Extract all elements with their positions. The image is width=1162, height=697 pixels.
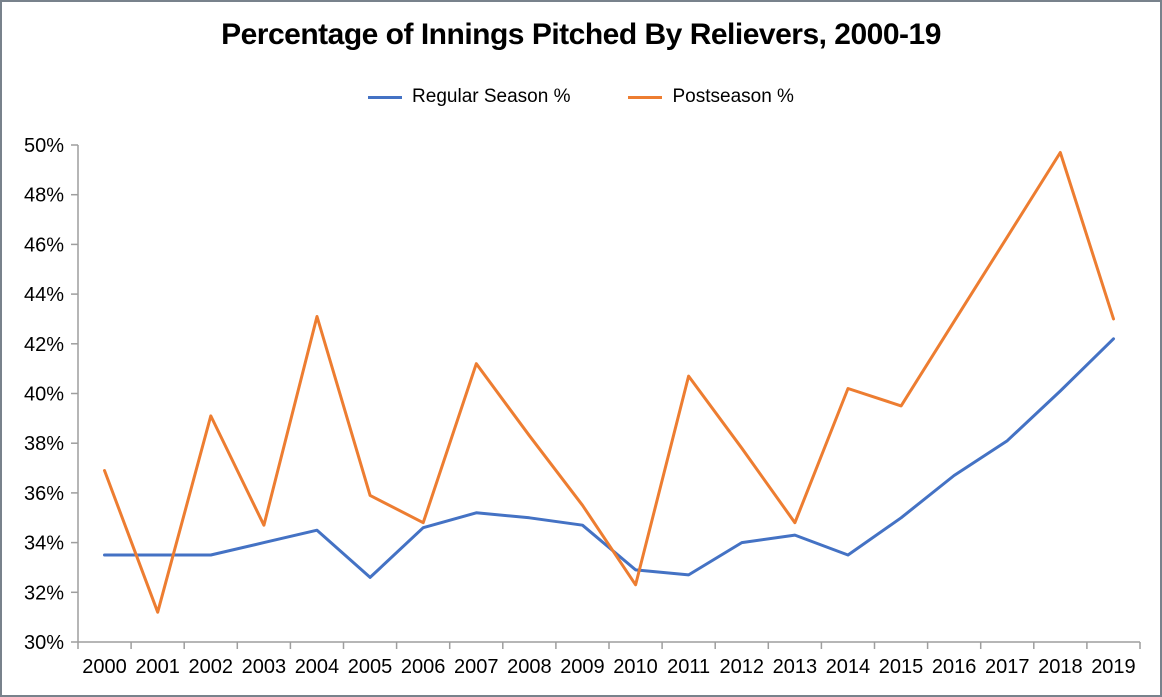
- y-axis-tick-label: 40%: [24, 384, 64, 406]
- legend-item-postseason: Postseason %: [628, 86, 794, 108]
- y-axis-tick-label: 42%: [24, 334, 64, 356]
- x-axis-tick-label: 2019: [1091, 656, 1136, 678]
- x-axis-tick-label: 2003: [242, 656, 287, 678]
- x-axis-tick-label: 2016: [932, 656, 977, 678]
- x-axis-tick-label: 2006: [401, 656, 446, 678]
- chart-title: Percentage of Innings Pitched By Relieve…: [221, 18, 941, 51]
- x-axis-tick-label: 2012: [720, 656, 765, 678]
- y-axis-tick-label: 38%: [24, 433, 64, 455]
- x-axis-tick-label: 2005: [348, 656, 393, 678]
- x-axis-tick-label: 2014: [826, 656, 871, 678]
- legend-label-regular-season: Regular Season %: [412, 86, 571, 107]
- legend-label-postseason: Postseason %: [672, 86, 794, 107]
- y-axis-tick-label: 36%: [24, 483, 64, 505]
- x-axis-tick-label: 2004: [295, 656, 340, 678]
- y-axis-tick-label: 32%: [24, 582, 64, 604]
- x-axis-tick-label: 2002: [189, 656, 234, 678]
- series-line-regular-season: [103, 337, 1115, 579]
- y-axis-tick-label: 50%: [24, 135, 64, 157]
- y-axis-tick-label: 44%: [24, 284, 64, 306]
- y-axis-tick-label: 46%: [24, 234, 64, 256]
- x-axis-tick-label: 2008: [507, 656, 552, 678]
- x-axis-tick-label: 2009: [560, 656, 605, 678]
- legend: Regular Season % Postseason %: [2, 86, 1160, 108]
- x-axis-tick-label: 2015: [879, 656, 924, 678]
- x-axis-tick-label: 2001: [135, 656, 180, 678]
- y-axis-tick-label: 34%: [24, 533, 64, 555]
- x-axis-tick-label: 2017: [985, 656, 1030, 678]
- legend-item-regular-season: Regular Season %: [368, 86, 570, 108]
- x-axis-tick-label: 2013: [773, 656, 818, 678]
- series-line-postseason: [103, 151, 1115, 614]
- x-axis-tick-label: 2010: [613, 656, 658, 678]
- y-axis-tick-label: 30%: [24, 632, 64, 654]
- x-axis-tick-label: 2011: [667, 656, 710, 678]
- legend-swatch-regular-season-line: [368, 95, 403, 99]
- x-axis-tick-label: 2000: [82, 656, 127, 678]
- x-axis-tick-label: 2007: [454, 656, 499, 678]
- y-axis-tick-label: 48%: [24, 185, 64, 207]
- legend-swatch-postseason-line: [628, 95, 663, 99]
- x-axis-tick-label: 2018: [1038, 656, 1083, 678]
